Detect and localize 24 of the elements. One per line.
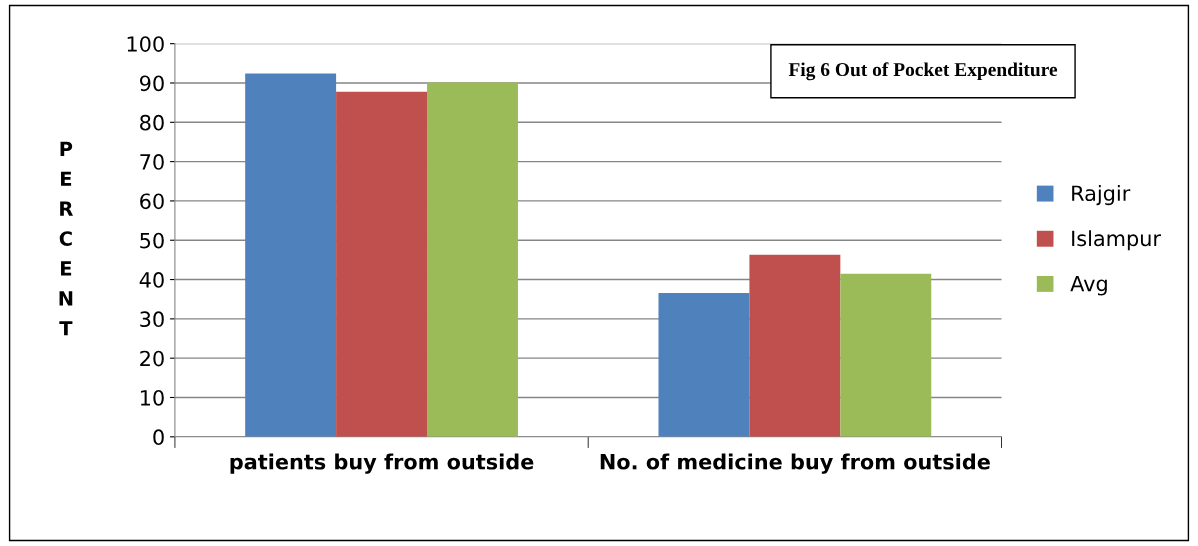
y-tick-label: 30 bbox=[140, 311, 164, 328]
y-tick-label: 20 bbox=[140, 350, 164, 367]
bar bbox=[840, 273, 932, 437]
y-tick-label: 90 bbox=[139, 75, 164, 92]
bar bbox=[427, 82, 518, 437]
y-tick-label: 60 bbox=[140, 193, 164, 210]
y-tick-label: 70 bbox=[140, 154, 164, 170]
text: Fig 6 Out of Pocket Expenditure bbox=[788, 62, 1058, 81]
x-tick-label: patients buy from outside bbox=[230, 453, 534, 474]
y-tick-label: 50 bbox=[140, 232, 164, 249]
y-tick-label: 80 bbox=[140, 114, 164, 131]
legend-label: Islampur bbox=[1072, 230, 1161, 251]
bar bbox=[658, 292, 750, 437]
y-tick-label: 100 bbox=[127, 36, 164, 52]
y-tick-label: 40 bbox=[139, 272, 164, 288]
bar bbox=[336, 91, 428, 437]
legend-label: Avg bbox=[1070, 275, 1107, 296]
y-tick-label: 10 bbox=[140, 389, 164, 406]
bar bbox=[749, 254, 841, 437]
bar bbox=[245, 73, 337, 437]
legend-label: Rajgir bbox=[1072, 185, 1131, 206]
x-tick-label: No. of medicine buy from outside bbox=[600, 453, 990, 474]
y-tick-label: 0 bbox=[153, 429, 164, 446]
y-axis-title: PERCENT bbox=[59, 141, 73, 336]
